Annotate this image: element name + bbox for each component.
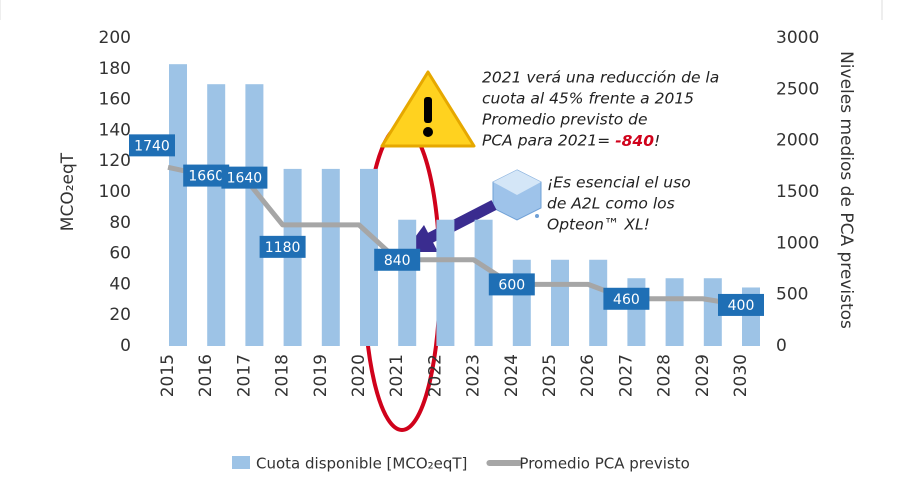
annotation: !: [654, 132, 660, 150]
value-label: 1740: [134, 138, 170, 154]
y-tick-label: 160: [99, 90, 131, 110]
x-tick-label: 2028: [655, 354, 675, 397]
x-tick-label: 2024: [502, 354, 522, 397]
y-tick-label: 120: [99, 151, 131, 171]
bar: [474, 219, 493, 346]
value-label-box: [183, 164, 230, 187]
warning-icon: [380, 70, 476, 148]
y-tick-label: 20: [109, 305, 131, 325]
annotation: PCA para 2021= -840!: [482, 132, 660, 150]
product-icon: [492, 169, 542, 221]
annotation: Promedio previsto de: [482, 111, 648, 129]
y-tick-label: 140: [99, 120, 131, 140]
annotation: 2021 verá una reducción de la: [482, 69, 719, 87]
bar: [436, 219, 455, 346]
value-label: 1640: [227, 171, 263, 187]
y-tick-label: 200: [99, 28, 131, 48]
value-label-box: [488, 273, 535, 296]
x-tick-label: 2027: [616, 354, 636, 397]
bar: [589, 259, 608, 346]
x-tick-label: 2030: [731, 354, 751, 397]
x-tick-label: 2018: [273, 354, 293, 397]
annotation: Opteon™ XL!: [547, 216, 650, 234]
value-label-box: [221, 166, 268, 189]
y2-axis-title: Niveles medios de PCA previstos: [836, 51, 856, 329]
legend-label: Promedio PCA previsto: [519, 455, 689, 473]
y-tick-label: 0: [120, 336, 131, 356]
annotation: cuota al 45% frente a 2015: [482, 90, 694, 108]
x-tick-label: 2017: [234, 354, 254, 397]
value-label: 840: [384, 253, 411, 269]
y2-tick-label: 3000: [776, 28, 819, 48]
annotation-highlight: -840: [615, 132, 654, 150]
bar: [360, 168, 378, 346]
bar: [207, 84, 226, 346]
value-label: 1660: [188, 169, 224, 185]
x-tick-label: 2025: [540, 354, 560, 397]
y-tick-label: 100: [99, 182, 131, 202]
value-label-box: [718, 293, 764, 316]
x-tick-label: 2015: [158, 354, 178, 397]
y-axis-title: MCO₂eqT: [58, 152, 78, 231]
y2-tick-label: 1500: [776, 182, 819, 202]
x-tick-label: 2020: [349, 354, 369, 397]
bar: [703, 278, 722, 346]
x-tick-label: 2022: [425, 354, 445, 397]
bar: [665, 278, 684, 346]
y-tick-label: 180: [99, 59, 131, 79]
value-label: 1180: [265, 240, 301, 256]
y2-tick-label: 2500: [776, 79, 819, 99]
value-label-box: [259, 235, 306, 258]
y2-tick-label: 1000: [776, 233, 819, 253]
x-tick-label: 2029: [693, 354, 713, 397]
y2-tick-label: 2000: [776, 131, 819, 151]
bar: [169, 64, 187, 347]
bar: [245, 84, 264, 346]
value-label: 460: [613, 292, 640, 308]
y-tick-label: 80: [109, 213, 131, 233]
value-label-box: [129, 134, 175, 157]
bar: [398, 219, 417, 346]
value-label: 400: [728, 298, 755, 314]
x-tick-label: 2026: [578, 354, 598, 397]
y2-tick-label: 0: [776, 336, 787, 356]
legend-swatch: [232, 456, 250, 469]
y2-tick-label: 500: [776, 285, 808, 305]
bar: [321, 168, 340, 346]
x-tick-label: 2019: [311, 354, 331, 397]
value-label-box: [603, 287, 650, 310]
bar: [551, 259, 569, 346]
annotation: de A2L como los: [547, 195, 675, 213]
x-tick-label: 2016: [196, 354, 216, 397]
bar: [512, 259, 531, 346]
x-tick-label: 2021: [387, 354, 407, 397]
y-tick-label: 60: [109, 244, 131, 264]
annotation: ¡Es esencial el uso: [547, 174, 691, 192]
x-tick-label: 2023: [464, 354, 484, 397]
legend-label: Cuota disponible [MCO₂eqT]: [256, 455, 467, 473]
value-label-box: [374, 248, 421, 271]
value-label: 600: [498, 277, 525, 293]
y-tick-label: 40: [109, 274, 131, 294]
